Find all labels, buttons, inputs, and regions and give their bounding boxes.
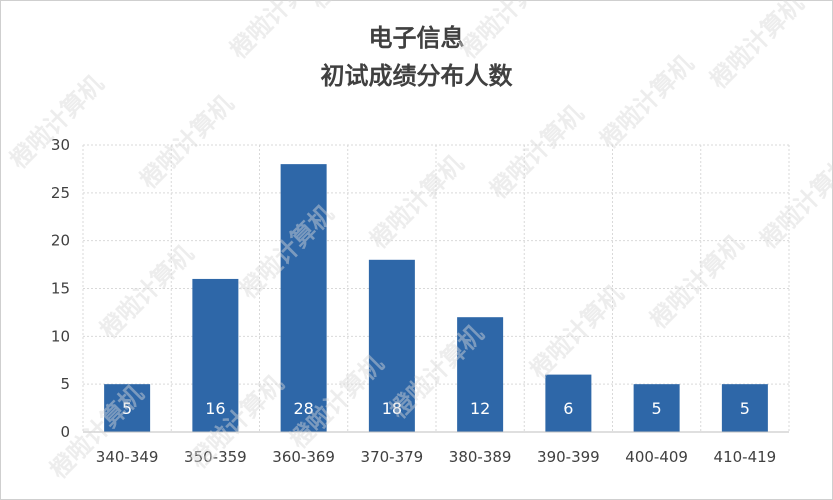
watermark-text: 橙啦计算机 (704, 0, 809, 94)
watermark-text: 橙啦计算机 (94, 240, 199, 345)
y-tick-label: 30 (51, 136, 70, 154)
bar (280, 164, 327, 432)
data-label: 6 (563, 399, 573, 418)
watermark-text: 橙啦计算机 (4, 70, 109, 175)
x-tick-label: 360-369 (272, 448, 335, 466)
data-label: 5 (652, 399, 662, 418)
watermark-text: 橙啦计算机 (484, 100, 589, 205)
bar (104, 384, 151, 432)
bar (457, 317, 504, 432)
y-tick-label: 10 (51, 327, 70, 345)
watermark-text: 橙啦计算机 (364, 150, 469, 255)
x-tick-label: 340-349 (96, 448, 159, 466)
chart-title-line-1: 电子信息 (368, 24, 465, 52)
x-tick-label: 350-359 (184, 448, 247, 466)
x-tick-label: 410-419 (714, 448, 777, 466)
data-label: 5 (122, 399, 132, 418)
chart-title-line-2: 初试成绩分布人数 (320, 62, 513, 90)
watermark-text: 橙啦计算机 (524, 280, 629, 385)
y-tick-label: 20 (51, 232, 70, 250)
bar (368, 259, 415, 432)
watermark-text: 橙啦计算机 (134, 90, 239, 195)
y-tick-label: 0 (60, 423, 70, 441)
data-label: 16 (205, 399, 225, 418)
bar (633, 384, 680, 432)
data-label: 28 (293, 399, 313, 418)
data-label: 18 (382, 399, 402, 418)
bar (192, 278, 239, 432)
y-tick-label: 5 (60, 375, 70, 393)
x-tick-label: 380-389 (449, 448, 512, 466)
x-axis-ticks: 340-349 350-359 360-369 370-379 380-389 390-3… (96, 448, 776, 466)
watermark-text: 橙啦计算机 (304, 0, 409, 14)
watermark-text: 橙啦计算机 (224, 0, 329, 64)
x-tick-label: 390-399 (537, 448, 600, 466)
y-axis-ticks: 0 5 10 15 20 25 30 (51, 136, 70, 441)
data-label: 5 (740, 399, 750, 418)
y-tick-label: 25 (51, 184, 70, 202)
y-tick-label: 15 (51, 280, 70, 298)
data-label: 12 (470, 399, 490, 418)
bar (545, 374, 592, 432)
x-tick-label: 370-379 (361, 448, 424, 466)
x-tick-label: 400-409 (625, 448, 688, 466)
bar (721, 384, 768, 432)
watermark-text: 橙啦计算机 (454, 0, 559, 64)
bars: 5 16 28 18 12 6 5 5 (104, 164, 768, 432)
watermark-text: 橙啦计算机 (754, 150, 833, 255)
watermark-text: 橙啦计算机 (644, 230, 749, 335)
watermark-text: 橙啦计算机 (594, 50, 699, 155)
